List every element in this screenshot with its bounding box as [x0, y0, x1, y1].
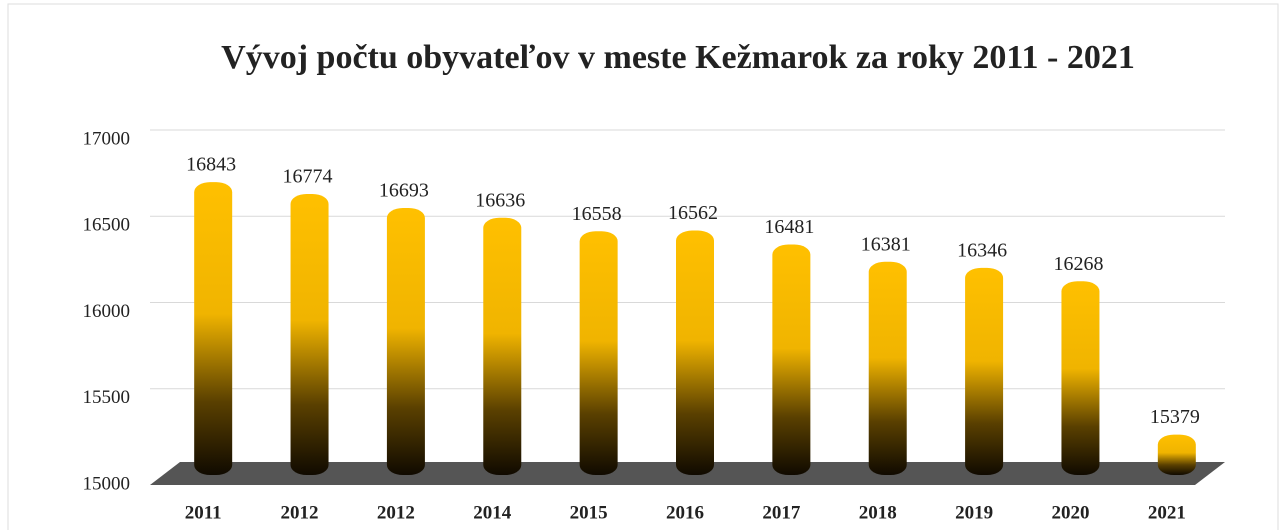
value-label: 16381 [861, 233, 911, 255]
x-tick-label: 2012 [281, 502, 319, 523]
frame [7, 3, 1279, 530]
x-tick-label: 2018 [859, 502, 897, 523]
bar [772, 244, 811, 475]
x-tick-label: 2019 [955, 502, 993, 523]
bar [1061, 281, 1100, 475]
x-tick-label: 2014 [473, 502, 512, 523]
y-tick-label: 17000 [83, 128, 131, 149]
x-tick-label: 2015 [570, 502, 608, 523]
bar [868, 261, 907, 475]
bar [386, 207, 425, 475]
value-label: 16268 [1053, 253, 1103, 275]
value-label: 16636 [475, 189, 525, 211]
value-label: 15379 [1150, 406, 1200, 428]
value-label: 16481 [764, 216, 814, 238]
x-tick-label: 2012 [377, 502, 415, 523]
bar [194, 182, 233, 475]
x-tick-label: 2017 [762, 502, 801, 523]
x-tick-label: 2016 [666, 502, 704, 523]
value-label: 16693 [379, 180, 429, 202]
bar [290, 193, 329, 476]
value-label: 16843 [186, 154, 236, 176]
x-tick-label: 2011 [185, 502, 222, 523]
x-tick-label: 2020 [1051, 502, 1089, 523]
bar [579, 231, 618, 475]
y-tick-label: 16000 [83, 301, 131, 322]
y-tick-label: 15500 [83, 387, 131, 408]
bar [1157, 434, 1196, 475]
y-tick-label: 15000 [83, 473, 131, 494]
bar [965, 267, 1004, 475]
value-label: 16346 [957, 239, 1007, 261]
chart-title: Vývoj počtu obyvateľov v meste Kežmarok … [221, 39, 1135, 76]
bar [676, 230, 714, 475]
x-tick-label: 2021 [1148, 502, 1186, 523]
value-label: 16562 [668, 202, 718, 224]
value-label: 16558 [572, 203, 622, 225]
bar [483, 217, 522, 476]
value-label: 16774 [283, 166, 333, 188]
y-tick-label: 16500 [83, 215, 131, 236]
